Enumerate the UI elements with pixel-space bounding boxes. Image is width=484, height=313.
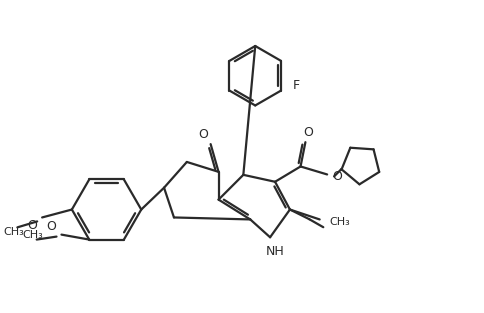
Text: O: O: [198, 128, 208, 141]
Text: O: O: [46, 220, 57, 233]
Text: CH₃: CH₃: [22, 230, 43, 240]
Text: O: O: [303, 126, 313, 139]
Text: F: F: [293, 79, 300, 92]
Text: CH₃: CH₃: [330, 218, 350, 228]
Text: O: O: [332, 170, 342, 183]
Text: O: O: [27, 219, 37, 232]
Text: CH₃: CH₃: [3, 227, 24, 237]
Text: NH: NH: [266, 245, 285, 258]
